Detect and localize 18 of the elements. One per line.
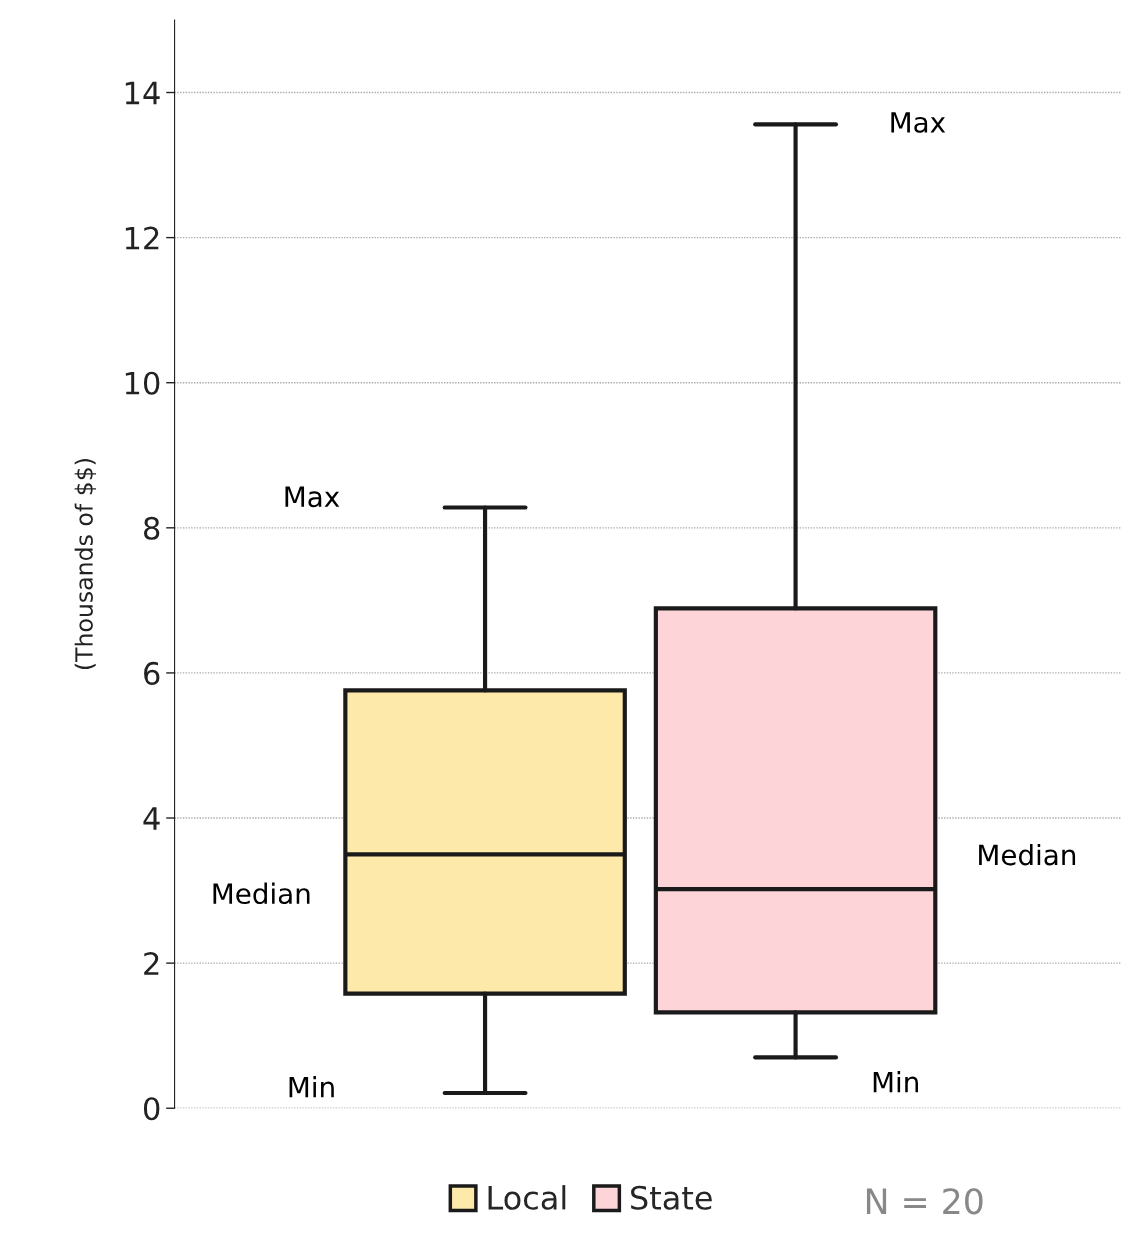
y-tick-label: 0 — [143, 1097, 160, 1121]
legend-label: Local — [488, 1185, 566, 1210]
y-tick-label: 4 — [143, 807, 160, 830]
y-tick-label: 6 — [144, 661, 160, 685]
y-tick-label: 8 — [144, 516, 160, 540]
annotation: Median — [213, 882, 310, 905]
y-tick-label: 2 — [144, 952, 159, 975]
legend-label: State — [631, 1185, 712, 1210]
annotation: Min — [873, 1071, 918, 1093]
annotation: Max — [285, 486, 340, 508]
y-tick-label: 12 — [125, 226, 159, 250]
y-tick-label: 10 — [125, 371, 160, 395]
text: N = 20 — [866, 1188, 983, 1215]
y-tick-label: 14 — [125, 81, 160, 105]
annotation: Max — [891, 112, 946, 133]
annotation: Median — [979, 843, 1076, 866]
annotation: Min — [289, 1076, 334, 1098]
y-axis-title: (Thousands of $$) — [74, 459, 97, 670]
